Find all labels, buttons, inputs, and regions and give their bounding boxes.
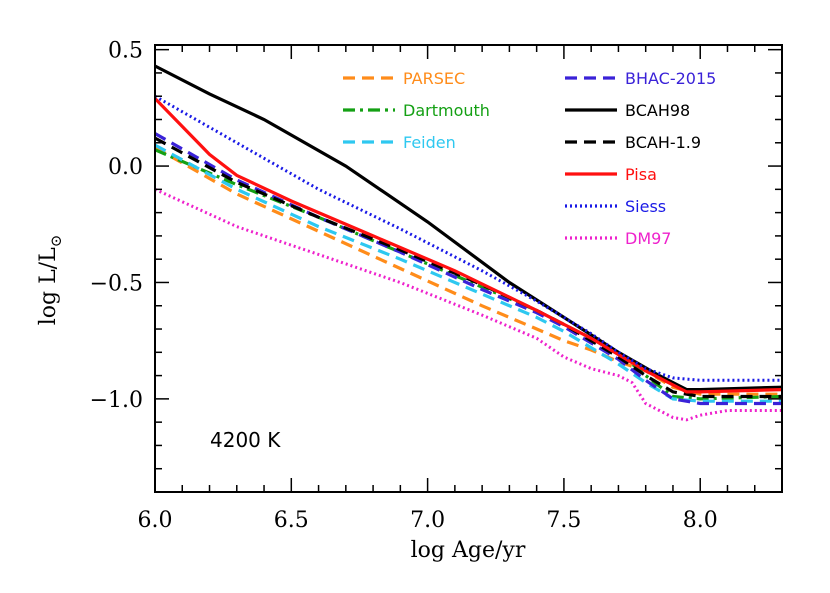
legend-label-bcah-1-9: BCAH-1.9	[625, 133, 701, 152]
y-axis-title: log L/L⊙	[36, 235, 65, 326]
plot-frame	[154, 44, 783, 493]
y-axis-title-sub: ⊙	[47, 235, 65, 248]
series-line-dm97	[155, 187, 782, 422]
x-tick-label: 7.0	[410, 508, 445, 533]
legend-label-siess: Siess	[625, 197, 666, 216]
legend-label-feiden: Feiden	[403, 133, 456, 152]
y-tick-label: −1.0	[90, 388, 143, 413]
y-tick-label: 0.0	[108, 155, 143, 180]
legend-label-parsec: PARSEC	[403, 69, 465, 88]
series-layer	[155, 64, 782, 422]
y-tick-label: −0.5	[90, 271, 143, 296]
legend: PARSEC Dartmouth Feiden BHAC-2015 BCAH98 BCAH…	[343, 69, 716, 248]
y-tick-label: 0.5	[108, 39, 143, 64]
series-line-parsec	[155, 146, 782, 396]
x-tick-label: 6.5	[274, 508, 309, 533]
series-line-bcah98	[155, 64, 782, 392]
y-axis-title-main: log L/L	[36, 247, 61, 325]
series-line-bhac-2015	[155, 132, 782, 406]
legend-label-pisa: Pisa	[625, 165, 657, 184]
x-axis-title: log Age/yr	[411, 538, 526, 563]
series-line-siess	[155, 94, 782, 382]
x-tick-label: 7.5	[546, 508, 581, 533]
legend-label-dartmouth: Dartmouth	[403, 101, 490, 120]
series-line-bcah-1-9	[155, 136, 782, 399]
temperature-annotation: 4200 K	[210, 428, 281, 452]
legend-label-dm97: DM97	[625, 229, 671, 248]
x-tick-label: 6.0	[138, 508, 173, 533]
legend-label-bhac-2015: BHAC-2015	[625, 69, 716, 88]
series-line-feiden	[155, 143, 782, 403]
series-line-pisa	[155, 97, 782, 394]
x-tick-label: 8.0	[683, 508, 718, 533]
ticks-layer: 6.0 6.5 7.0 7.5 8.0 0.5 0.0 −0.5 −1.0	[90, 39, 783, 533]
svg-text:log L/L⊙: log L/L⊙	[36, 235, 65, 326]
legend-label-bcah98: BCAH98	[625, 101, 690, 120]
